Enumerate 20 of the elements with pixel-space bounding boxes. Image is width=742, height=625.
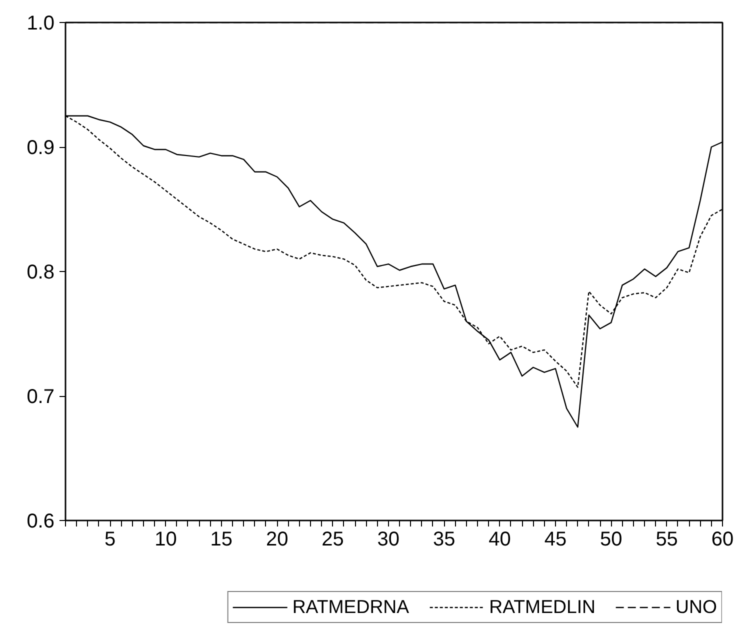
y-tick-label: 0.7 <box>26 386 55 408</box>
x-tick-label: 55 <box>656 528 678 550</box>
x-tick-label: 15 <box>210 528 233 550</box>
x-tick-label: 45 <box>544 528 567 550</box>
legend-label: RATMEDLIN <box>489 596 596 618</box>
x-tick-label: 10 <box>154 528 177 550</box>
y-tick-label: 1.0 <box>26 12 55 34</box>
x-tick-label: 40 <box>488 528 511 550</box>
y-tick-label: 0.6 <box>26 510 55 532</box>
x-tick-label: 5 <box>104 528 116 550</box>
x-tick-label: 20 <box>266 528 288 550</box>
y-tick-label: 0.9 <box>26 137 55 159</box>
x-tick-label: 60 <box>711 528 734 550</box>
legend-label: UNO <box>676 596 717 618</box>
x-tick-label: 25 <box>322 528 344 550</box>
x-tick-label: 50 <box>600 528 622 550</box>
legend-label: RATMEDRNA <box>292 596 410 618</box>
x-tick-label: 35 <box>432 528 456 550</box>
y-tick-label: 0.8 <box>26 262 55 284</box>
x-tick-label: 30 <box>377 528 400 550</box>
